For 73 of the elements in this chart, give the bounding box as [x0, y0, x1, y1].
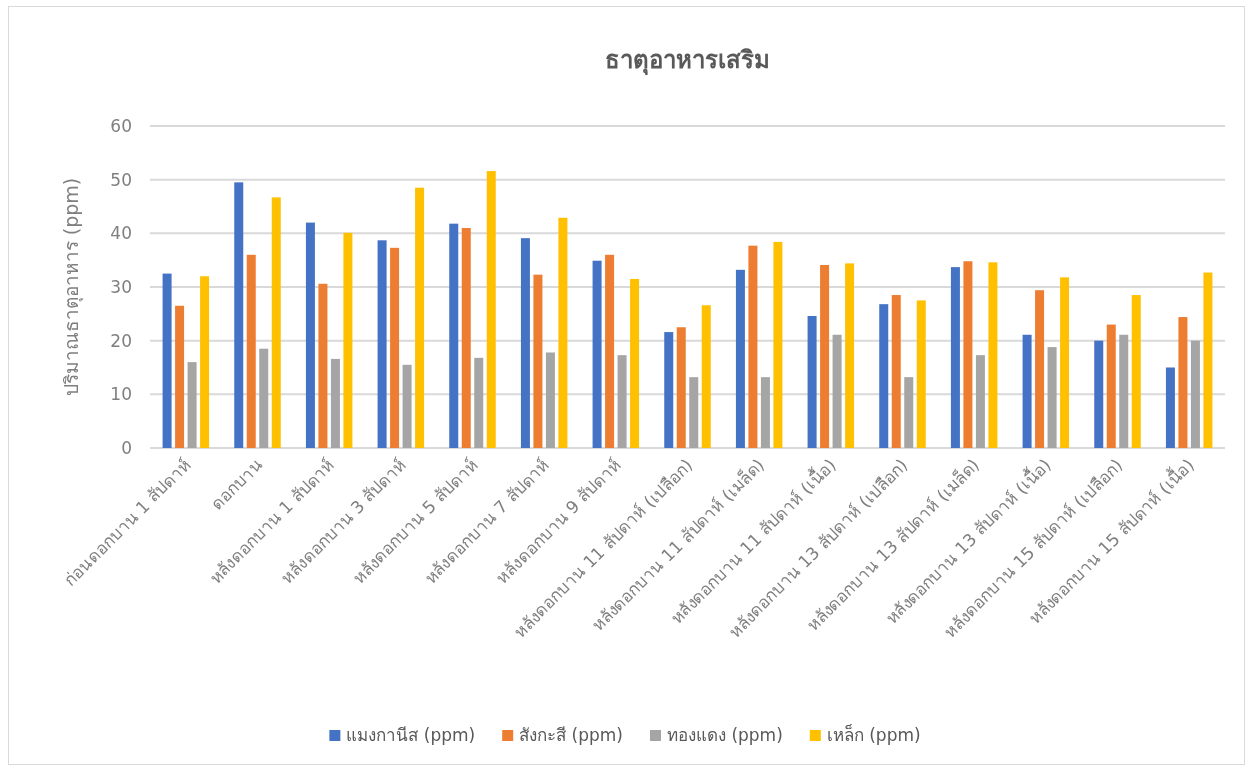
bar [1035, 290, 1045, 448]
bar [200, 276, 210, 448]
bar [402, 364, 412, 448]
bar [701, 305, 711, 448]
bar [415, 187, 425, 448]
bar [449, 223, 459, 448]
bar [845, 263, 855, 448]
bar [617, 355, 627, 448]
bar [1190, 340, 1200, 448]
bar [271, 197, 281, 448]
bar [305, 222, 315, 448]
legend-label: เหล็ก (ppm) [826, 724, 921, 745]
bar [1178, 317, 1188, 448]
bar [330, 358, 340, 448]
y-tick-label: 60 [110, 116, 132, 136]
bar [558, 217, 568, 448]
bar [1094, 340, 1104, 448]
bar [318, 283, 328, 448]
bar [676, 327, 686, 448]
bar [735, 269, 745, 448]
bar [1131, 295, 1141, 448]
legend-label: สังกะสี (ppm) [519, 725, 623, 745]
bar [689, 377, 699, 448]
y-tick-label: 50 [110, 169, 132, 190]
bar [773, 241, 783, 448]
bar [1106, 324, 1116, 448]
bar [175, 305, 185, 448]
y-tick-label: 20 [110, 330, 132, 351]
bar [187, 362, 197, 448]
bar [1060, 277, 1070, 448]
bar [748, 245, 758, 448]
bar [891, 295, 901, 448]
bar [916, 300, 926, 448]
bar [162, 273, 172, 448]
bar [879, 304, 889, 448]
bar [1203, 272, 1213, 448]
y-tick-label: 40 [110, 223, 132, 244]
bar [963, 261, 973, 448]
bar [760, 377, 770, 448]
bar [832, 334, 842, 448]
y-tick-label: 0 [121, 438, 132, 458]
bar [1165, 367, 1175, 448]
bar [520, 238, 530, 448]
bar [377, 240, 387, 448]
bar [950, 267, 960, 448]
chart-title: ธาตุอาหารเสริม [605, 46, 770, 76]
bar [474, 357, 484, 448]
bar [820, 265, 830, 448]
bar [461, 227, 471, 448]
bar [246, 254, 256, 448]
bar [1047, 347, 1057, 448]
bar [988, 262, 998, 448]
bar [975, 355, 985, 448]
bar [259, 348, 269, 448]
bar [533, 274, 543, 448]
bar [605, 254, 615, 448]
bar [664, 332, 674, 448]
bar [1119, 334, 1129, 448]
bar [1022, 334, 1032, 448]
legend-label: แมงกานีส (ppm) [346, 725, 476, 745]
bar [592, 260, 602, 448]
y-axis-title: ปริมาณธาตุอาหาร (ppm) [60, 177, 84, 397]
legend-label: ทองแดง (ppm) [667, 725, 783, 745]
y-tick-label: 10 [110, 384, 132, 405]
bar [904, 377, 914, 448]
bar [234, 182, 244, 448]
y-tick-label: 30 [110, 277, 132, 297]
bar [390, 247, 400, 448]
bar [807, 315, 817, 448]
bar [545, 352, 555, 448]
bar [343, 232, 353, 448]
bar [630, 278, 640, 448]
bar [486, 171, 496, 448]
